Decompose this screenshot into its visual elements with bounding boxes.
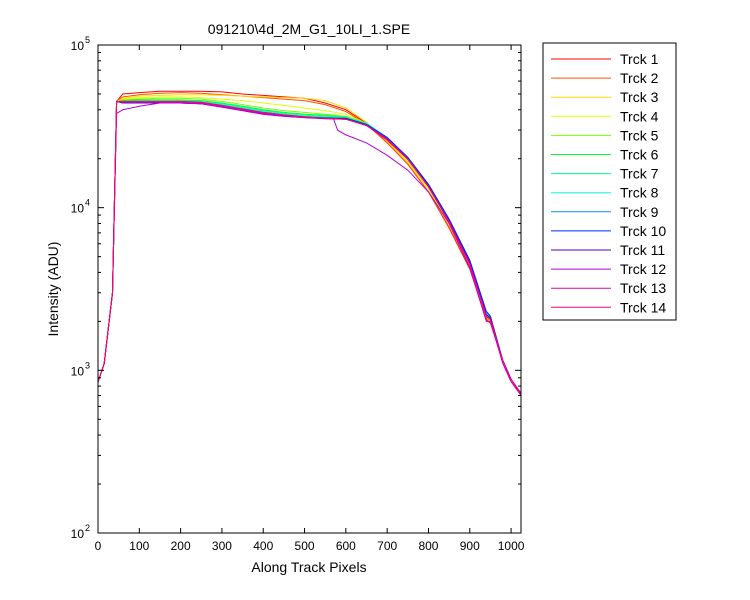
legend-label-4: Trck 4 bbox=[620, 108, 659, 124]
y-tick-label: 10 bbox=[71, 202, 85, 216]
legend-label-9: Trck 9 bbox=[620, 204, 659, 220]
legend-box bbox=[542, 42, 677, 321]
x-tick-label: 400 bbox=[253, 539, 273, 553]
legend-label-6: Trck 6 bbox=[620, 147, 659, 163]
legend-label-1: Trck 1 bbox=[620, 51, 659, 67]
x-tick-label: 600 bbox=[336, 539, 356, 553]
x-axis-label: Along Track Pixels bbox=[251, 559, 366, 575]
y-tick-exponent: 5 bbox=[85, 35, 90, 45]
legend-label-7: Trck 7 bbox=[620, 166, 659, 182]
legend-label-3: Trck 3 bbox=[620, 89, 659, 105]
legend-label-13: Trck 13 bbox=[620, 280, 666, 296]
x-tick-label: 500 bbox=[295, 539, 315, 553]
x-tick-label: 900 bbox=[460, 539, 480, 553]
x-tick-label: 800 bbox=[418, 539, 438, 553]
plot-frame bbox=[97, 44, 522, 534]
x-tick-label: 200 bbox=[171, 539, 191, 553]
legend-label-2: Trck 2 bbox=[620, 70, 659, 86]
y-tick-label: 10 bbox=[71, 364, 85, 378]
legend-label-14: Trck 14 bbox=[620, 299, 666, 315]
legend-label-5: Trck 5 bbox=[620, 127, 659, 143]
y-tick-label: 10 bbox=[71, 527, 85, 541]
y-tick-exponent: 3 bbox=[85, 360, 90, 370]
series-line-14 bbox=[97, 100, 522, 396]
y-tick-exponent: 2 bbox=[85, 523, 90, 533]
legend-label-10: Trck 10 bbox=[620, 223, 666, 239]
y-tick-exponent: 4 bbox=[85, 198, 90, 208]
x-tick-label: 100 bbox=[129, 539, 149, 553]
legend-label-11: Trck 11 bbox=[620, 242, 665, 258]
legend: Trck 1 Trck 2 Trck 3 Trck 4 Trck 5 Trck 6 Trck… bbox=[542, 42, 677, 321]
y-tick-label: 10 bbox=[71, 39, 85, 53]
x-tick-label: 1000 bbox=[498, 539, 525, 553]
x-tick-label: 300 bbox=[212, 539, 232, 553]
legend-label-8: Trck 8 bbox=[620, 185, 659, 201]
legend-items: Trck 1 Trck 2 Trck 3 Trck 4 Trck 5 Trck 6 Trck… bbox=[551, 51, 666, 315]
x-tick-label: 0 bbox=[95, 539, 102, 553]
plot-area bbox=[98, 45, 521, 533]
x-tick-label: 700 bbox=[377, 539, 397, 553]
chart-title: 091210\4d_2M_G1_10LI_1.SPE bbox=[208, 21, 410, 37]
legend-label-12: Trck 12 bbox=[620, 261, 666, 277]
y-axis-label: Intensity (ADU) bbox=[45, 242, 61, 337]
series-layer bbox=[97, 90, 522, 396]
